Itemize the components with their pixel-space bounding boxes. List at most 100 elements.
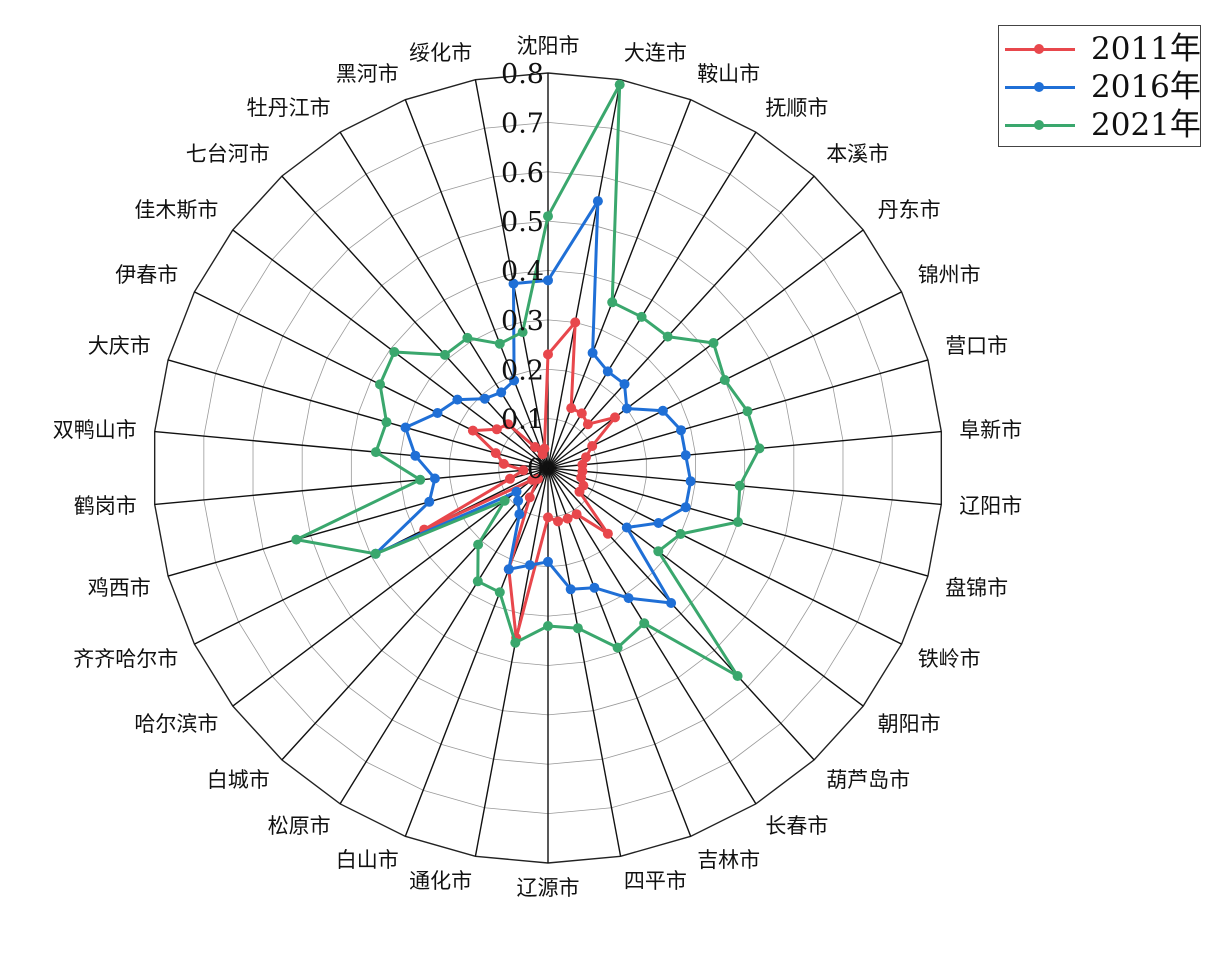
spoke-22 bbox=[232, 467, 549, 707]
series-0-point-3 bbox=[576, 408, 587, 419]
category-label-33: 绥化市 bbox=[409, 41, 472, 65]
category-label-12: 朝阳市 bbox=[878, 712, 941, 736]
legend: 2011年 2016年 2021年 bbox=[998, 25, 1201, 147]
series-1-point-12 bbox=[621, 522, 632, 533]
category-label-26: 双鸭山市 bbox=[53, 418, 137, 442]
legend-marker-2011 bbox=[1034, 44, 1044, 54]
series-0-point-14 bbox=[571, 509, 582, 520]
series-1-point-8 bbox=[680, 450, 691, 461]
legend-label-2011: 2011年 bbox=[1091, 31, 1201, 67]
legend-item-2011: 2011年 bbox=[999, 30, 1202, 68]
series-1-point-33 bbox=[508, 278, 519, 289]
radar-series bbox=[291, 79, 765, 681]
spoke-26 bbox=[154, 430, 549, 469]
category-labels: 沈阳市 大连市鞍山市抚顺市本溪市丹东市锦州市营口市阜新市辽阳市盘锦市铁岭市朝阳市葫… bbox=[53, 34, 1022, 900]
category-label-10: 盘锦市 bbox=[945, 576, 1008, 600]
category-label-32: 黑河市 bbox=[336, 62, 399, 86]
series-0-point-2 bbox=[566, 403, 577, 414]
category-label-17: 辽源市 bbox=[517, 876, 580, 900]
spoke-16 bbox=[547, 467, 622, 857]
series-1-point-30 bbox=[479, 393, 490, 404]
category-label-21: 白城市 bbox=[207, 768, 270, 792]
category-label-1: 大连市 bbox=[624, 41, 687, 65]
category-label-20: 松原市 bbox=[268, 814, 331, 838]
category-label-29: 佳木斯市 bbox=[134, 198, 218, 222]
spoke-32 bbox=[404, 99, 549, 469]
series-2-point-4 bbox=[662, 331, 673, 342]
category-label-8: 阜新市 bbox=[959, 418, 1022, 442]
series-1 bbox=[370, 196, 696, 608]
tick-label-0: 0 bbox=[527, 454, 544, 485]
series-1-point-3 bbox=[602, 366, 613, 377]
series-0-point-13 bbox=[602, 528, 613, 539]
series-0-point-33 bbox=[539, 443, 550, 454]
category-label-3: 抚顺市 bbox=[765, 96, 828, 120]
category-label-25: 鹤岗市 bbox=[74, 494, 137, 518]
series-1-point-1 bbox=[592, 196, 603, 207]
series-1-point-26 bbox=[410, 450, 421, 461]
tick-label-4: 0.4 bbox=[501, 257, 544, 288]
series-2-point-19 bbox=[494, 587, 505, 598]
category-label-7: 营口市 bbox=[945, 334, 1008, 358]
series-0-point-4 bbox=[582, 419, 593, 430]
category-label-6: 锦州市 bbox=[918, 263, 981, 287]
category-label-15: 吉林市 bbox=[697, 848, 760, 872]
series-1-point-10 bbox=[680, 502, 691, 513]
category-label-24: 鸡西市 bbox=[88, 576, 151, 600]
series-1-point-9 bbox=[685, 476, 696, 487]
spoke-18 bbox=[474, 467, 549, 857]
series-0-point-30 bbox=[503, 419, 514, 430]
series-2-point-1 bbox=[614, 79, 625, 90]
tick-label-8: 0.8 bbox=[501, 59, 544, 90]
legend-marker-2016 bbox=[1034, 82, 1044, 92]
series-1-point-27 bbox=[400, 422, 411, 433]
series-2-point-21 bbox=[473, 539, 484, 550]
category-label-16: 四平市 bbox=[624, 869, 687, 893]
legend-label-2021: 2021年 bbox=[1091, 107, 1201, 143]
series-0-point-28 bbox=[467, 425, 478, 436]
spoke-28 bbox=[194, 291, 549, 469]
category-label-2: 鞍山市 bbox=[697, 62, 760, 86]
category-label-0: 沈阳市 bbox=[517, 34, 580, 58]
tick-label-2: 0.2 bbox=[501, 355, 544, 386]
spoke-25 bbox=[154, 467, 549, 506]
category-label-23: 齐齐哈尔市 bbox=[73, 647, 178, 671]
series-2-point-15 bbox=[612, 642, 623, 653]
spoke-12 bbox=[547, 467, 864, 707]
spoke-24 bbox=[167, 467, 549, 577]
legend-marker-2021 bbox=[1034, 120, 1044, 130]
series-0-point-25 bbox=[518, 465, 529, 476]
series-2-point-11 bbox=[675, 529, 686, 539]
series-1-point-17 bbox=[543, 556, 553, 567]
series-2-point-3 bbox=[636, 311, 647, 322]
series-2-point-32 bbox=[494, 338, 505, 349]
series-2-point-25 bbox=[415, 474, 426, 485]
category-label-19: 白山市 bbox=[336, 848, 399, 872]
series-1-point-28 bbox=[432, 408, 443, 418]
series-2-point-29 bbox=[389, 347, 400, 357]
series-0-point-20 bbox=[524, 492, 535, 503]
series-1-point-29 bbox=[452, 394, 463, 405]
spoke-13 bbox=[547, 467, 815, 761]
spoke-7 bbox=[547, 359, 929, 469]
category-label-27: 大庆市 bbox=[88, 334, 151, 358]
series-2-point-20 bbox=[472, 576, 483, 587]
series-2-point-22 bbox=[499, 495, 510, 506]
spoke-20 bbox=[339, 467, 549, 805]
series-0-point-6 bbox=[587, 441, 598, 451]
spoke-21 bbox=[281, 467, 549, 761]
spoke-27 bbox=[167, 359, 549, 469]
category-label-9: 辽阳市 bbox=[959, 494, 1022, 518]
series-0-point-17 bbox=[543, 512, 553, 523]
series-1-point-13 bbox=[666, 598, 677, 608]
category-label-31: 牡丹江市 bbox=[247, 96, 331, 120]
series-1-point-5 bbox=[621, 403, 632, 414]
series-2-point-9 bbox=[734, 480, 745, 491]
series-2-point-14 bbox=[639, 618, 650, 629]
series-0-point-26 bbox=[498, 458, 509, 469]
series-0-point-7 bbox=[581, 452, 591, 463]
spoke-11 bbox=[547, 467, 902, 645]
spoke-5 bbox=[547, 229, 864, 469]
series-2-point-16 bbox=[572, 623, 583, 634]
series-2-point-7 bbox=[742, 406, 753, 417]
